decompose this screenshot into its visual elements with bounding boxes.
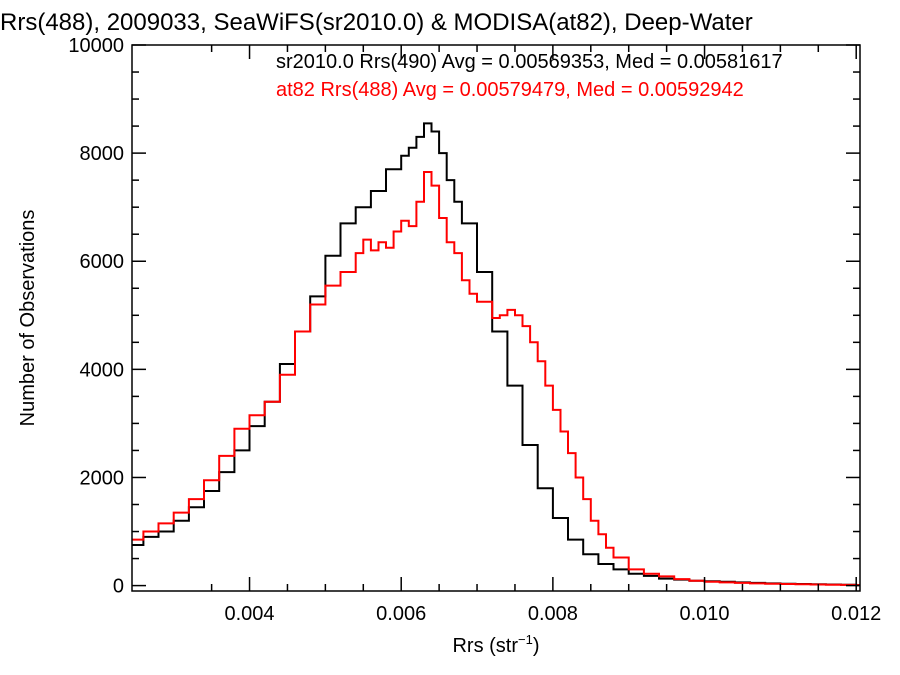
y-axis-title: Number of Observations — [17, 210, 39, 427]
x-axis-title-superscript: −1 — [518, 632, 533, 647]
plot-frame — [131, 44, 861, 592]
x-tick-label: 0.008 — [528, 603, 578, 625]
x-axis-title: Rrs (str−1) — [452, 632, 539, 657]
x-tick-label: 0.010 — [680, 603, 730, 625]
x-tick-label: 0.004 — [225, 603, 275, 625]
legend: sr2010.0 Rrs(490) Avg = 0.00569353, Med … — [276, 51, 783, 101]
x-axis-title-close: ) — [533, 635, 540, 657]
axis-ticks: 0.004 0.006 0.008 0.010 0.012 0 2000 4000 6000 80… — [68, 35, 881, 625]
series-group — [132, 122, 860, 587]
series-line-2 — [132, 171, 860, 587]
y-tick-label: 0 — [113, 576, 124, 598]
x-tick-label: 0.012 — [831, 603, 881, 625]
legend-entry-series-2: at82 Rrs(488) Avg = 0.00579479, Med = 0.… — [276, 79, 744, 101]
series-line-1 — [132, 122, 860, 587]
x-axis-title-main: Rrs (str — [452, 635, 518, 657]
legend-entry-series-1: sr2010.0 Rrs(490) Avg = 0.00569353, Med … — [276, 51, 783, 73]
x-tick-label: 0.006 — [376, 603, 426, 625]
y-tick-label: 10000 — [68, 35, 124, 57]
y-tick-label: 4000 — [80, 359, 125, 381]
y-tick-label: 6000 — [80, 251, 125, 273]
y-tick-label: 2000 — [80, 467, 125, 489]
y-tick-label: 8000 — [80, 143, 125, 165]
chart-title: Rrs(488), 2009033, SeaWiFS(sr2010.0) & M… — [0, 9, 753, 36]
